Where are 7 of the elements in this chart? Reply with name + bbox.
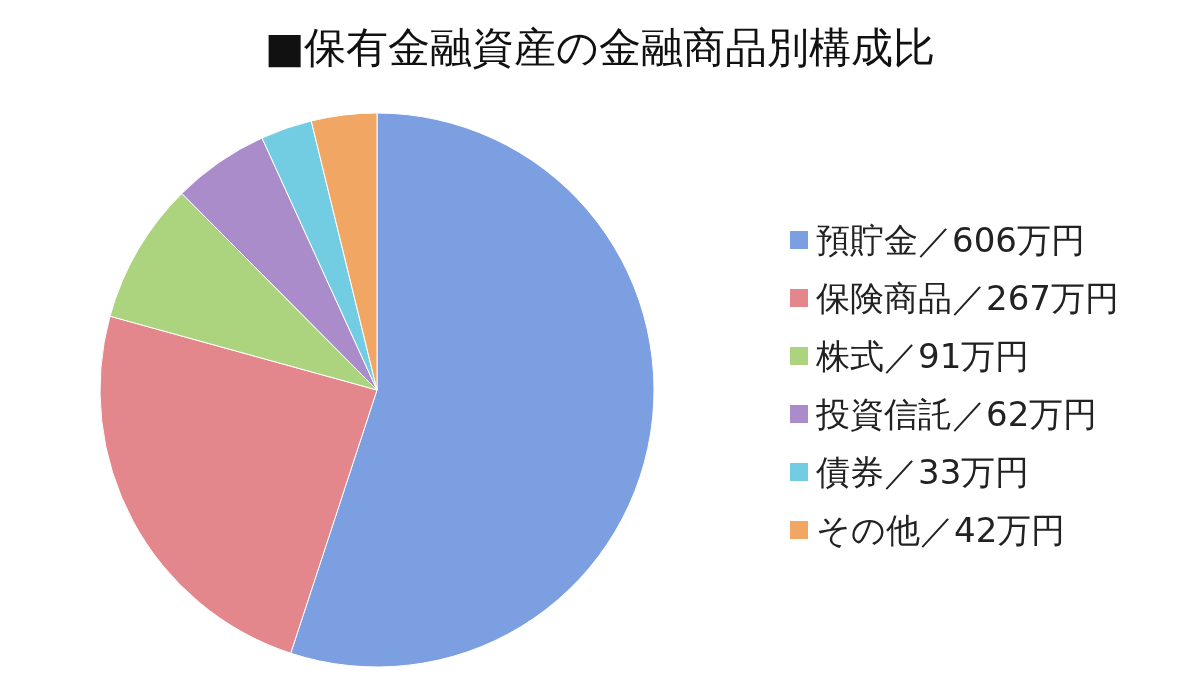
chart-title: ■保有金融資産の金融商品別構成比 — [264, 23, 936, 72]
legend-label: その他／42万円 — [816, 510, 1066, 550]
legend-label: 保険商品／267万円 — [816, 278, 1119, 318]
legend-label: 投資信託／62万円 — [815, 394, 1098, 434]
legend-label: 株式／91万円 — [815, 336, 1030, 376]
legend-label: 債券／33万円 — [816, 452, 1030, 492]
legend-label: 預貯金／606万円 — [816, 220, 1085, 260]
